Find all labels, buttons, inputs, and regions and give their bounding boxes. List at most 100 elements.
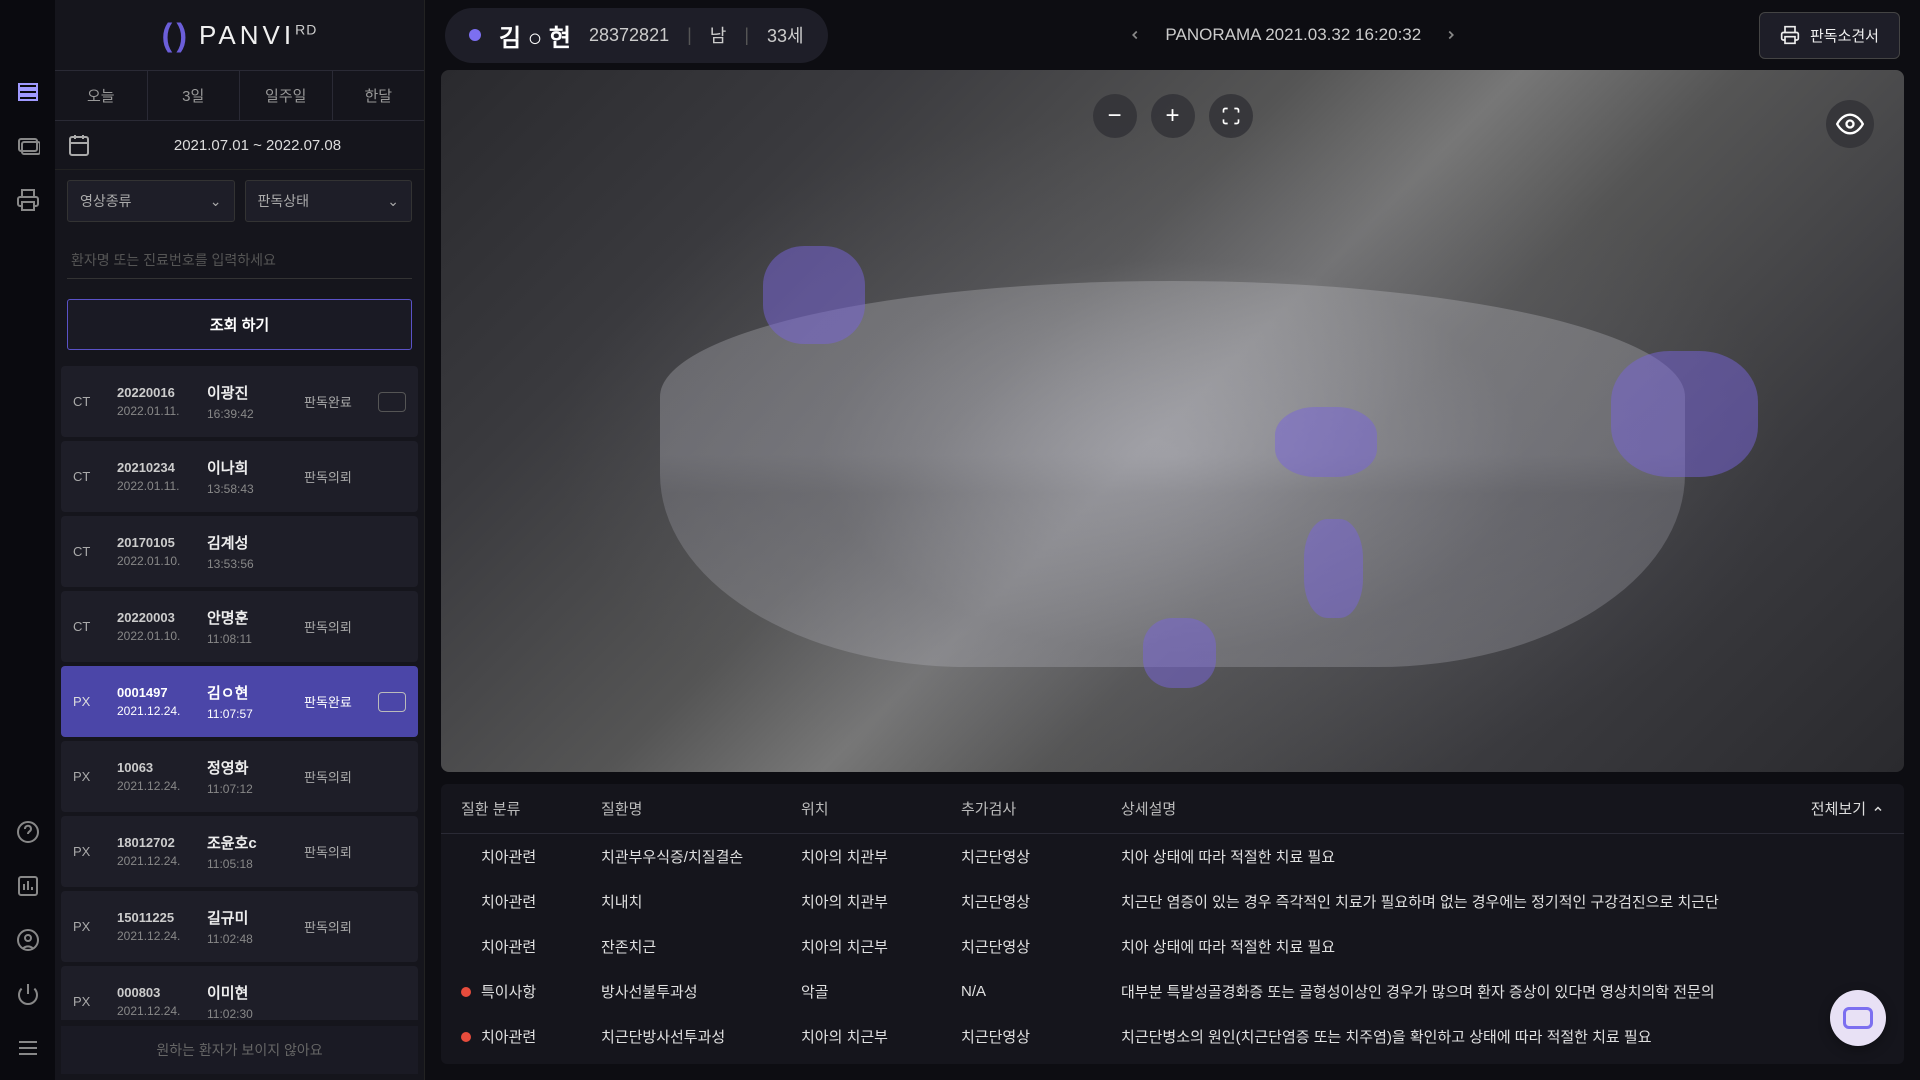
logo-suffix: RD [295, 21, 317, 37]
row-location: 치아의 치관부 [801, 891, 961, 912]
main-area: 김 ○ 현 28372821 | 남 | 33세 PANORAMA 2021.0… [425, 0, 1920, 1080]
patient-type: PX [73, 919, 103, 934]
date-tab[interactable]: 오늘 [55, 71, 148, 120]
zoom-in-button[interactable]: + [1151, 94, 1195, 138]
date-tab[interactable]: 3일 [148, 71, 241, 120]
patient-type: CT [73, 469, 103, 484]
patient-row[interactable]: PX00014972021.12.24.김ㅇ현11:07:57판독완료 [61, 666, 418, 737]
patient-date: 2022.01.10. [117, 629, 193, 643]
patient-row[interactable]: PX150112252021.12.24.길규미11:02:48판독의뢰 [61, 891, 418, 962]
row-name: 치내치 [601, 891, 801, 912]
row-name: 방사선불투과성 [601, 981, 801, 1002]
row-location: 치아의 치근부 [801, 1026, 961, 1047]
filter-image-type[interactable]: 영상종류⌄ [67, 180, 235, 222]
patient-type: PX [73, 769, 103, 784]
stats-icon[interactable] [16, 874, 40, 898]
expand-all-button[interactable]: 전체보기 [1784, 798, 1884, 819]
logo-text: PANVI [199, 20, 295, 50]
patient-status: 판독의뢰 [304, 767, 364, 786]
patient-date: 2022.01.11. [117, 404, 193, 418]
findings-table: 질환 분류 질환명 위치 추가검사 상세설명 전체보기 치아관련치관부우식증/치… [441, 784, 1904, 1064]
patient-id: 10063 [117, 760, 193, 775]
row-exam: 치근단영상 [961, 846, 1121, 867]
patient-name: 김 ○ 현 [499, 18, 571, 53]
chat-icon [378, 692, 406, 712]
prev-image-button[interactable] [1125, 25, 1145, 45]
patient-time: 11:07:57 [207, 707, 290, 721]
user-icon[interactable] [16, 928, 40, 952]
patient-type: CT [73, 619, 103, 634]
toggle-overlay-button[interactable] [1826, 100, 1874, 148]
patient-type: PX [73, 694, 103, 709]
patient-time: 13:53:56 [207, 557, 290, 571]
patient-date: 2021.12.24. [117, 704, 193, 718]
app-logo: () PANVIRD [55, 0, 424, 70]
table-row[interactable]: 치아관련잔존치근치아의 치근부치근단영상치아 상태에 따라 적절한 치료 필요 [441, 924, 1904, 969]
patient-status: 판독의뢰 [304, 842, 364, 861]
table-row[interactable]: 치아관련치근단방사선투과성치아의 치근부치근단영상치근단병소의 원인(치근단염증… [441, 1014, 1904, 1059]
row-category: 치아관련 [481, 1026, 536, 1047]
patient-row[interactable]: PX180127022021.12.24.조윤호c11:05:18판독의뢰 [61, 816, 418, 887]
patient-time: 11:02:30 [207, 1007, 290, 1020]
patient-time: 11:02:48 [207, 932, 290, 946]
row-location: 악골 [801, 981, 961, 1002]
row-exam: N/A [961, 983, 1121, 1000]
ai-highlight [1275, 407, 1377, 477]
chat-icon [1843, 1007, 1873, 1029]
patient-type: CT [73, 394, 103, 409]
row-name: 치근단방사선투과성 [601, 1026, 801, 1047]
patient-row[interactable]: CT202200162022.01.11.이광진16:39:42판독완료 [61, 366, 418, 437]
nav-list-icon[interactable] [16, 80, 40, 104]
patient-row[interactable]: CT202102342022.01.11.이나희13:58:43판독의뢰 [61, 441, 418, 512]
date-tab[interactable]: 일주일 [240, 71, 333, 120]
list-footer-hint[interactable]: 원하는 환자가 보이지 않아요 [61, 1026, 418, 1074]
patient-date: 2021.12.24. [117, 779, 193, 793]
date-tab[interactable]: 한달 [333, 71, 425, 120]
chat-fab-button[interactable] [1830, 990, 1886, 1046]
query-button[interactable]: 조회 하기 [67, 299, 412, 350]
icon-rail [0, 0, 55, 1080]
patient-name: 이광진 [207, 382, 290, 403]
image-nav: PANORAMA 2021.03.32 16:20:32 [848, 25, 1739, 45]
patient-date: 2022.01.10. [117, 554, 193, 568]
help-icon[interactable] [16, 820, 40, 844]
fullscreen-button[interactable] [1209, 94, 1253, 138]
patient-id: 15011225 [117, 910, 193, 925]
patient-date: 2021.12.24. [117, 1004, 193, 1018]
row-location: 치아의 치근부 [801, 936, 961, 957]
date-tabs: 오늘3일일주일한달 [55, 70, 424, 121]
patient-age: 33세 [767, 22, 804, 48]
patient-name: 김계성 [207, 532, 290, 553]
filter-read-status[interactable]: 판독상태⌄ [245, 180, 413, 222]
next-image-button[interactable] [1441, 25, 1461, 45]
table-row[interactable]: 치아관련치관부우식증/치질결손치아의 치관부치근단영상치아 상태에 따라 적절한… [441, 834, 1904, 879]
menu-icon[interactable] [16, 1036, 40, 1060]
patient-row[interactable]: CT201701052022.01.10.김계성13:53:56 [61, 516, 418, 587]
zoom-out-button[interactable]: − [1093, 94, 1137, 138]
th-name: 질환명 [601, 798, 801, 819]
patient-row[interactable]: PX100632021.12.24.정영화11:07:12판독의뢰 [61, 741, 418, 812]
search-input[interactable] [67, 242, 412, 279]
table-row[interactable]: 치아관련치내치치아의 치관부치근단영상치근단 염증이 있는 경우 즉각적인 치료… [441, 879, 1904, 924]
nav-print-icon[interactable] [16, 188, 40, 212]
patient-type: PX [73, 844, 103, 859]
image-controls: − + [1093, 94, 1253, 138]
patient-time: 11:08:11 [207, 632, 290, 646]
row-name: 잔존치근 [601, 936, 801, 957]
status-dot [469, 29, 481, 41]
nav-cards-icon[interactable] [16, 134, 40, 158]
calendar-icon[interactable] [67, 133, 91, 157]
patient-row[interactable]: CT202200032022.01.10.안명훈11:08:11판독의뢰 [61, 591, 418, 662]
power-icon[interactable] [16, 982, 40, 1006]
row-description: 치아 상태에 따라 적절한 치료 필요 [1121, 936, 1884, 957]
patient-type: PX [73, 994, 103, 1009]
patient-id: 20220003 [117, 610, 193, 625]
table-row[interactable]: 특이사항방사선불투과성악골N/A대부분 특발성골경화증 또는 골형성이상인 경우… [441, 969, 1904, 1014]
xray-viewer[interactable]: − + [441, 70, 1904, 772]
row-description: 치근단병소의 원인(치근단염증 또는 치주염)을 확인하고 상태에 따라 적절한… [1121, 1026, 1884, 1047]
date-range-row: 2021.07.01 ~ 2022.07.08 [55, 121, 424, 170]
patient-row[interactable]: PX0008032021.12.24.이미현11:02:30 [61, 966, 418, 1020]
report-button[interactable]: 판독소견서 [1759, 12, 1900, 59]
table-body: 치아관련치관부우식증/치질결손치아의 치관부치근단영상치아 상태에 따라 적절한… [441, 834, 1904, 1064]
patient-name: 이나희 [207, 457, 290, 478]
